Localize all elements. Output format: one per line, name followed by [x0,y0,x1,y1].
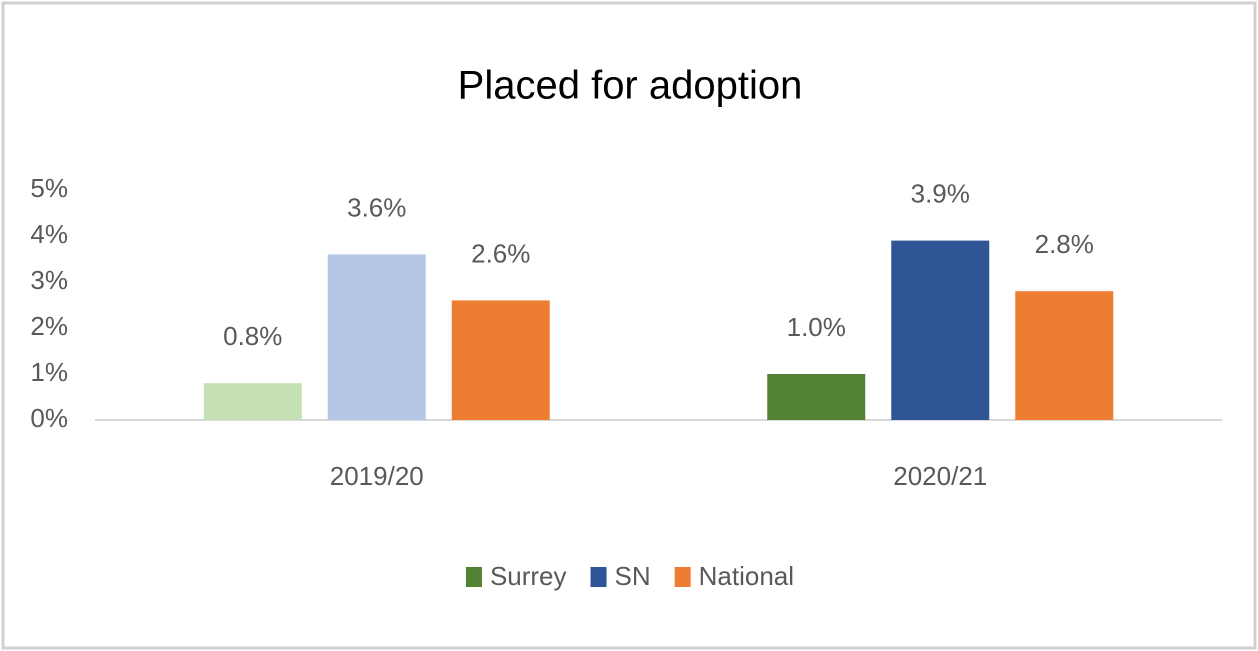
bar [451,300,550,420]
y-tick-label: 2% [30,311,68,341]
y-tick-label: 4% [30,219,68,249]
legend-swatch [465,567,482,587]
data-label: 3.6% [347,192,406,222]
legend-label: National [699,561,794,591]
bar [1015,291,1114,420]
chart-title: Placed for adoption [458,64,803,108]
bar [327,254,426,420]
data-label: 0.8% [223,321,282,351]
bar [203,383,302,420]
x-tick-label: 2019/20 [330,461,424,491]
y-tick-label: 5% [30,173,68,203]
data-label: 2.6% [471,238,530,268]
x-tick-label: 2020/21 [893,461,987,491]
y-tick-label: 1% [30,357,68,387]
legend-swatch [590,567,607,587]
legend-swatch [674,567,691,587]
data-label: 1.0% [787,312,846,342]
legend-label: SN [615,561,651,591]
data-label: 3.9% [911,178,970,208]
y-tick-label: 0% [30,403,68,433]
bar [891,240,990,420]
bar [767,374,866,420]
data-label: 2.8% [1035,229,1094,259]
y-tick-label: 3% [30,265,68,295]
legend-label: Surrey [490,561,567,591]
